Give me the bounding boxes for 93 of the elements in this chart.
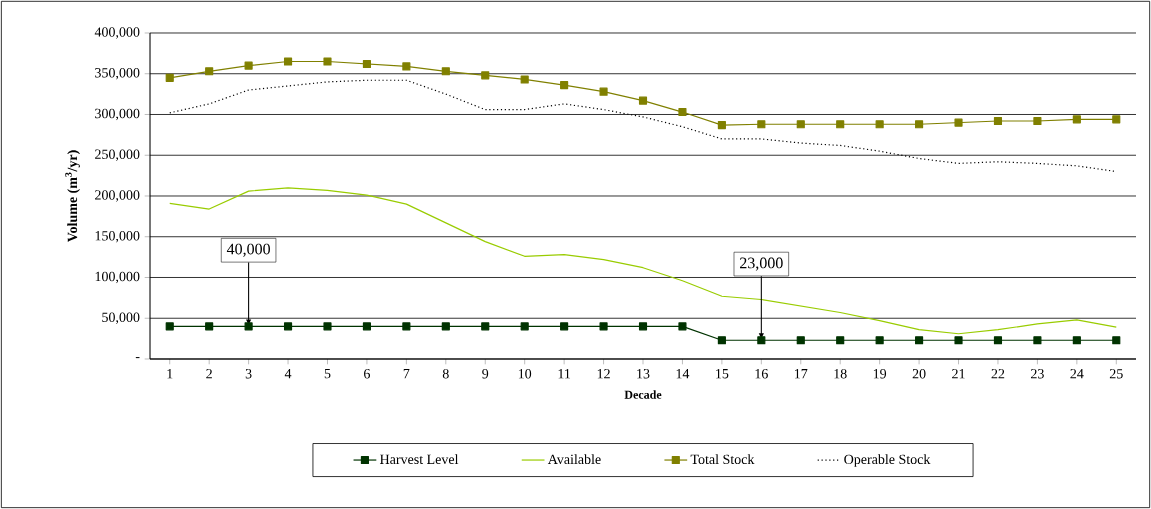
point — [836, 120, 845, 129]
point — [757, 336, 766, 345]
point — [993, 116, 1003, 126]
point — [560, 81, 569, 90]
line-series — [169, 79, 1117, 173]
x-axis-title: Decade — [624, 390, 662, 399]
y-tick-label: 100,000 — [95, 271, 140, 284]
point — [1072, 115, 1081, 124]
x-tick-label: 4 — [284, 369, 292, 379]
point — [205, 322, 214, 331]
x-tick-label: 9 — [482, 369, 489, 379]
point — [520, 322, 529, 331]
point — [875, 120, 884, 129]
point — [717, 121, 726, 130]
point — [757, 120, 766, 129]
y-tick-label: 350,000 — [95, 68, 140, 80]
y-tick-label: 200,000 — [95, 190, 140, 202]
point — [1033, 116, 1042, 126]
y-tick-label: 50,000 — [102, 312, 140, 324]
point — [481, 71, 490, 80]
x-tick-label: 20 — [912, 369, 926, 379]
point — [481, 322, 490, 331]
point — [441, 67, 450, 76]
x-tick-label: 23 — [1031, 369, 1044, 379]
x-tick-label: 10 — [518, 369, 532, 379]
point — [402, 62, 411, 71]
point — [402, 322, 411, 331]
point — [954, 336, 963, 345]
point — [599, 322, 608, 331]
x-tick-label: 15 — [716, 369, 729, 379]
legend-label: Available — [547, 454, 601, 465]
point — [560, 322, 569, 331]
point — [244, 61, 253, 70]
x-tick-label: 11 — [558, 369, 571, 379]
point — [323, 322, 332, 331]
point — [875, 336, 884, 345]
point — [165, 73, 174, 82]
x-tick-label: 8 — [442, 369, 449, 379]
point — [915, 336, 924, 345]
point — [954, 118, 963, 127]
point — [678, 107, 687, 117]
point — [638, 96, 648, 105]
y-tick-label: 250,000 — [95, 149, 140, 161]
point — [205, 67, 214, 76]
point — [520, 75, 529, 84]
point — [441, 322, 450, 331]
x-tick-label: 7 — [403, 369, 410, 379]
x-tick-label: 12 — [597, 369, 610, 379]
x-tick-label: 2 — [206, 369, 212, 379]
point — [165, 322, 174, 331]
y-tick-label: 300,000 — [95, 108, 140, 121]
y-axis-title: Volume (m$^{3}$/yr) — [65, 150, 80, 243]
point — [1033, 336, 1042, 345]
point — [836, 336, 845, 345]
point — [599, 87, 608, 96]
x-tick-label: 25 — [1109, 369, 1123, 379]
x-tick-label: 6 — [364, 369, 371, 379]
point — [283, 322, 293, 331]
y-tick-label: 150,000 — [95, 231, 140, 243]
point — [796, 336, 805, 345]
point — [1112, 336, 1121, 345]
y-tick-label: - — [135, 357, 140, 359]
point — [283, 57, 293, 66]
point — [915, 120, 924, 129]
annotation: 40,000 — [226, 243, 270, 257]
x-tick-label: 22 — [991, 369, 1005, 379]
point — [993, 336, 1003, 345]
y-tick-label: 400,000 — [94, 27, 140, 39]
x-tick-label: 1 — [167, 369, 173, 379]
x-tick-label: 3 — [245, 369, 252, 379]
point — [717, 336, 726, 345]
x-tick-label: 14 — [676, 369, 690, 379]
point — [638, 322, 648, 331]
point — [1072, 336, 1081, 345]
point — [362, 322, 371, 331]
point — [362, 59, 371, 69]
annotation: 23,000 — [740, 257, 783, 271]
x-tick-label: 16 — [755, 369, 768, 379]
x-tick-label: 19 — [873, 369, 887, 379]
legend-label: Harvest Level — [379, 454, 459, 465]
legend-label: Operable Stock — [844, 454, 931, 467]
point — [1112, 115, 1121, 124]
point — [244, 322, 253, 331]
x-tick-label: 13 — [637, 369, 650, 379]
point — [678, 322, 687, 331]
point — [323, 57, 332, 66]
x-tick-label: 21 — [952, 369, 965, 379]
point — [796, 120, 805, 129]
x-tick-label: 17 — [795, 369, 808, 379]
x-tick-label: 18 — [834, 369, 847, 379]
legend-label: Total Stock — [690, 454, 755, 465]
x-tick-label: 5 — [324, 369, 331, 379]
x-tick-label: 24 — [1070, 369, 1084, 379]
